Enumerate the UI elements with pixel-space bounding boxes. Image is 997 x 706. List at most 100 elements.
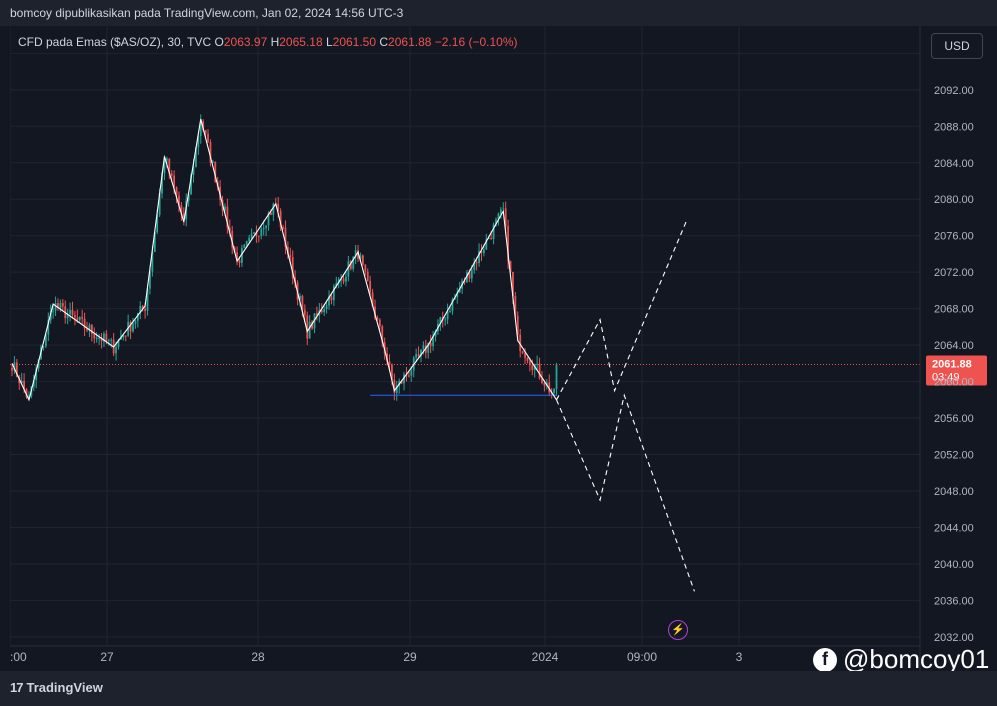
candle-body <box>325 305 328 310</box>
candle-body <box>98 337 101 339</box>
candle-body <box>134 320 137 324</box>
candle-body <box>359 255 362 259</box>
candle-body <box>253 232 255 234</box>
legend-open: 2063.97 <box>224 35 271 49</box>
x-tick-label: :00 <box>10 650 27 664</box>
legend-high-label: H <box>271 35 280 49</box>
candle-body <box>526 357 529 362</box>
candle-body <box>427 342 430 353</box>
social-handle: f @bomcoy01 <box>813 644 989 675</box>
candle-body <box>400 380 403 384</box>
publisher-text: bomcoy dipublikasikan pada TradingView.c… <box>10 6 404 20</box>
alert-bolt-icon[interactable]: ⚡ <box>668 620 688 640</box>
candle-body <box>485 239 488 250</box>
candle-body <box>364 264 367 272</box>
candle-body <box>475 262 478 264</box>
candle-body <box>78 316 81 321</box>
candle-body <box>209 141 212 163</box>
candle-body <box>238 259 241 263</box>
y-tick-label: 2044.00 <box>934 522 974 534</box>
legend-low-label: L <box>326 35 333 49</box>
ohlc-legend: CFD pada Emas ($AS/OZ), 30, TVC O2063.97… <box>18 35 518 49</box>
y-tick-label: 2032.00 <box>934 632 974 644</box>
candle-body <box>86 328 88 331</box>
candle-body <box>226 206 229 228</box>
candle-body <box>458 288 461 293</box>
candle-body <box>320 309 323 313</box>
candle-body <box>519 334 522 352</box>
candle-body <box>378 319 381 327</box>
candle-body <box>366 271 369 281</box>
candle-body <box>173 175 176 188</box>
candle-body <box>115 347 117 354</box>
candle-body <box>456 292 459 298</box>
candle-body <box>257 235 260 237</box>
candle-body <box>103 333 105 342</box>
candle-body <box>528 361 531 366</box>
candle-body <box>504 208 507 226</box>
candle-body <box>553 388 555 394</box>
candle-body <box>25 388 28 398</box>
candle-body <box>15 362 18 377</box>
candle-body <box>444 319 447 321</box>
candle-body <box>47 320 50 335</box>
candle-body <box>224 206 226 211</box>
candle-body <box>265 225 267 228</box>
candle-body <box>410 370 413 376</box>
candle-body <box>170 173 173 176</box>
candle-body <box>132 323 134 332</box>
candle-body <box>301 295 304 310</box>
candle-body <box>250 233 253 238</box>
candle-body <box>83 318 86 329</box>
tradingview-logo[interactable]: 17 TradingView <box>10 680 103 695</box>
price-tag-box <box>926 355 987 386</box>
y-tick-label: 2064.00 <box>934 340 974 352</box>
facebook-icon: f <box>813 647 837 672</box>
candle-body <box>71 309 74 316</box>
candle-body <box>163 160 166 174</box>
candle-body <box>514 295 517 316</box>
candle-body <box>214 161 217 183</box>
candle-body <box>468 272 471 279</box>
candle-body <box>357 250 359 259</box>
legend-close-label: C <box>379 35 388 49</box>
candle-body <box>291 256 294 279</box>
candle-body <box>241 247 243 263</box>
candle-body <box>449 311 451 313</box>
currency-button[interactable]: USD <box>931 33 983 59</box>
plot-background <box>10 26 920 646</box>
candle-body <box>141 306 144 309</box>
candle-body <box>93 333 96 339</box>
candle-body <box>512 272 514 296</box>
candle-body <box>120 337 122 340</box>
candle-body <box>151 251 154 272</box>
y-tick-label: 2092.00 <box>934 85 974 97</box>
candle-body <box>388 361 391 365</box>
candle-body <box>345 276 347 282</box>
candle-body <box>354 250 357 257</box>
legend-open-label: O <box>215 35 224 49</box>
candle-body <box>434 331 437 337</box>
x-tick-label: 09:00 <box>627 650 657 664</box>
candle-body <box>386 353 388 362</box>
candle-body <box>260 229 263 237</box>
candle-body <box>495 219 497 225</box>
candle-body <box>362 255 364 265</box>
candle-body <box>492 224 495 239</box>
candle-body <box>122 335 125 338</box>
candle-body <box>231 230 234 248</box>
y-tick-label: 2076.00 <box>934 231 974 243</box>
candle-body <box>306 315 309 339</box>
candle-body <box>202 121 205 131</box>
candle-body <box>272 203 275 215</box>
x-tick-label: 2024 <box>532 650 559 664</box>
price-tag-value: 2061.88 <box>932 358 972 370</box>
y-tick-label: 2072.00 <box>934 267 974 279</box>
y-tick-label: 2080.00 <box>934 194 974 206</box>
candle-body <box>153 232 156 252</box>
y-tick-label: 2052.00 <box>934 450 974 462</box>
candle-body <box>328 296 330 306</box>
candle-body <box>439 316 442 324</box>
